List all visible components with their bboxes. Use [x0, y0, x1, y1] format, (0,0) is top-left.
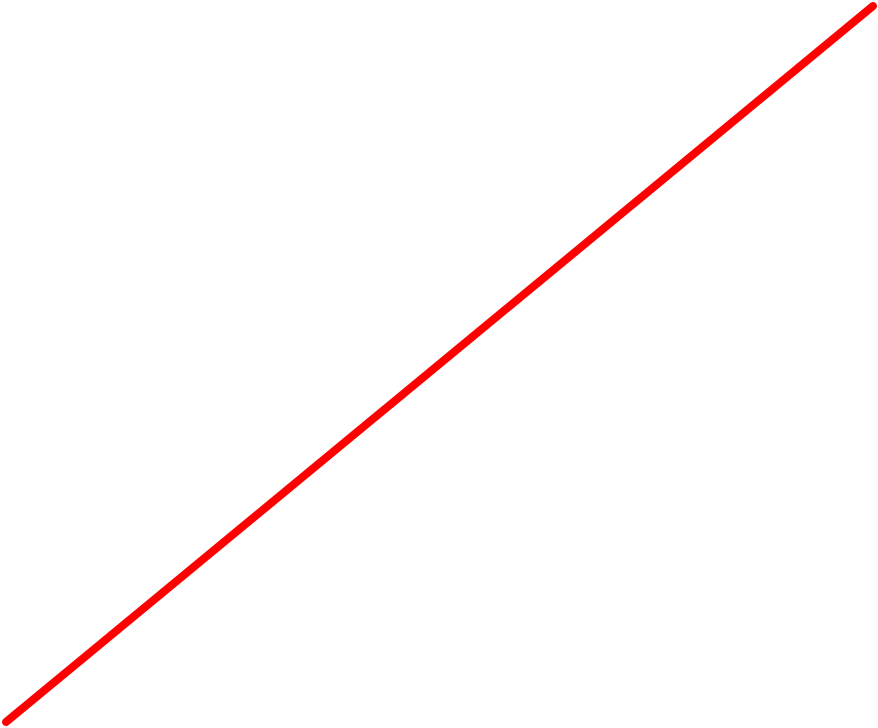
diagonal-line [2, 2, 877, 726]
drawing-canvas [0, 0, 878, 728]
